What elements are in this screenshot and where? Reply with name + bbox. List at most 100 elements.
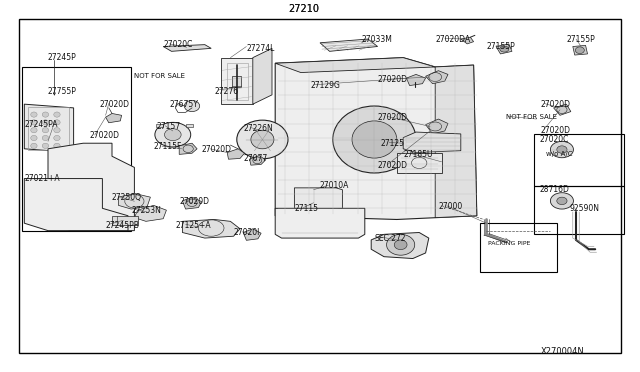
Text: 27033M: 27033M [362, 35, 392, 44]
Ellipse shape [251, 130, 274, 149]
Bar [534, 134, 624, 186]
Text: 27020D: 27020D [378, 76, 408, 84]
Polygon shape [554, 104, 571, 115]
Polygon shape [118, 193, 150, 209]
Ellipse shape [31, 120, 37, 125]
Text: 27755P: 27755P [48, 87, 77, 96]
Ellipse shape [394, 240, 407, 250]
Ellipse shape [500, 46, 509, 52]
Ellipse shape [54, 112, 60, 117]
Polygon shape [275, 58, 477, 219]
Ellipse shape [42, 143, 49, 148]
Polygon shape [275, 58, 435, 73]
Bar [22, 67, 131, 231]
Text: NOT FOR SALE: NOT FOR SALE [506, 114, 557, 120]
Text: 27020D: 27020D [378, 113, 408, 122]
Polygon shape [406, 74, 426, 86]
Bar [480, 223, 557, 272]
Polygon shape [250, 155, 266, 165]
Text: 27020D: 27020D [179, 197, 209, 206]
Text: 28716D: 28716D [540, 185, 570, 194]
Text: 27020D: 27020D [99, 100, 129, 109]
Text: 27020D: 27020D [90, 131, 120, 140]
Text: 27155P: 27155P [566, 35, 595, 44]
Text: 27210: 27210 [289, 4, 319, 14]
Bar [534, 186, 624, 234]
Text: 27210: 27210 [289, 4, 319, 14]
Text: 27125+A: 27125+A [176, 221, 212, 230]
Ellipse shape [42, 135, 49, 141]
Text: 27185U: 27185U [403, 150, 433, 159]
Polygon shape [320, 39, 378, 51]
Text: 27125: 27125 [381, 139, 404, 148]
Text: 27010A: 27010A [320, 182, 349, 190]
Text: 27226N: 27226N [243, 124, 273, 133]
Ellipse shape [333, 106, 416, 173]
Ellipse shape [557, 146, 567, 153]
Polygon shape [182, 219, 240, 238]
Bar [156, 124, 163, 127]
Ellipse shape [54, 120, 60, 125]
Text: 92590N: 92590N [570, 204, 600, 213]
Ellipse shape [31, 143, 37, 148]
Bar [232, 76, 241, 87]
Text: 27000: 27000 [438, 202, 463, 211]
Ellipse shape [352, 121, 397, 158]
Ellipse shape [387, 234, 415, 255]
Text: SEC.272: SEC.272 [374, 234, 406, 243]
Text: 27245PA: 27245PA [24, 120, 58, 129]
Ellipse shape [31, 135, 37, 141]
Polygon shape [48, 143, 134, 231]
Polygon shape [227, 149, 244, 159]
Text: X270004N: X270004N [541, 347, 584, 356]
Bar [227, 63, 248, 100]
Polygon shape [294, 188, 342, 210]
Ellipse shape [550, 193, 573, 209]
Text: 27675Y: 27675Y [170, 100, 198, 109]
Ellipse shape [155, 122, 191, 147]
Text: 27115: 27115 [294, 204, 319, 213]
Text: 27245PB: 27245PB [106, 221, 140, 230]
Text: 27245P: 27245P [48, 53, 77, 62]
Ellipse shape [31, 128, 37, 133]
Ellipse shape [42, 112, 49, 117]
Text: NOT FOR SALE: NOT FOR SALE [134, 73, 186, 79]
Ellipse shape [54, 143, 60, 148]
Polygon shape [24, 104, 74, 153]
Polygon shape [426, 71, 448, 84]
Text: 27020C: 27020C [540, 135, 569, 144]
Polygon shape [106, 113, 122, 123]
Text: 27020I: 27020I [234, 228, 260, 237]
Ellipse shape [42, 120, 49, 125]
Bar [186, 124, 193, 127]
Text: 27155P: 27155P [486, 42, 515, 51]
Text: 27250Q: 27250Q [112, 193, 142, 202]
Text: 27276: 27276 [214, 87, 239, 96]
Text: 27253N: 27253N [131, 206, 161, 215]
Text: 27274L: 27274L [246, 44, 275, 53]
Text: 27115F: 27115F [154, 142, 182, 151]
Polygon shape [371, 232, 429, 259]
Ellipse shape [31, 112, 37, 117]
Text: 27020DA: 27020DA [435, 35, 470, 44]
Text: 27157: 27157 [157, 122, 181, 131]
Text: 27129G: 27129G [310, 81, 340, 90]
Ellipse shape [550, 141, 573, 158]
Ellipse shape [237, 120, 288, 159]
Polygon shape [182, 197, 202, 209]
Bar [19, 19, 621, 353]
Polygon shape [134, 205, 166, 221]
Ellipse shape [42, 128, 49, 133]
Ellipse shape [575, 47, 584, 54]
Polygon shape [496, 44, 512, 54]
Text: 27020D: 27020D [541, 126, 571, 135]
Ellipse shape [54, 128, 60, 133]
Polygon shape [221, 58, 253, 104]
Bar [28, 107, 69, 150]
Polygon shape [426, 119, 448, 134]
Bar [112, 216, 138, 225]
Polygon shape [275, 208, 365, 238]
Polygon shape [403, 132, 461, 153]
Polygon shape [243, 229, 261, 240]
Text: PACKING PIPE: PACKING PIPE [488, 241, 530, 246]
